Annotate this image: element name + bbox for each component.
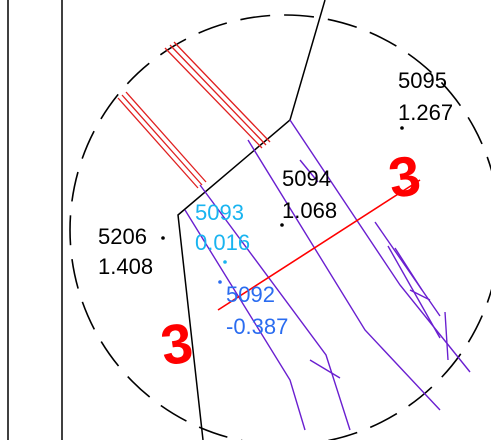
point-elev-5094: 1.068 (282, 198, 337, 223)
point-elev-5092: -0.387 (226, 314, 288, 339)
hatched-wall-lower (117, 91, 207, 189)
point-marker-5093 (223, 260, 227, 264)
point-elev-5206: 1.408 (98, 254, 153, 279)
point-marker-5092 (218, 280, 222, 284)
point-marker-5206 (161, 236, 165, 240)
section-marker-bottom: 3 (157, 310, 197, 377)
point-id-5095: 5095 (398, 68, 447, 93)
point-id-5092: 5092 (226, 282, 275, 307)
parcel-lines (184, 119, 471, 431)
boundary-line (177, 0, 326, 440)
detail-circle (69, 14, 491, 440)
point-elev-5093: 0.016 (195, 230, 250, 255)
point-marker-5095 (400, 126, 404, 130)
section-line (217, 179, 421, 311)
hatched-wall-upper (164, 41, 271, 149)
point-id-5094: 5094 (282, 166, 331, 191)
point-marker-5094 (280, 223, 284, 227)
point-id-5206: 5206 (98, 224, 147, 249)
point-elev-5095: 1.267 (398, 100, 453, 125)
point-id-5093: 5093 (195, 200, 244, 225)
